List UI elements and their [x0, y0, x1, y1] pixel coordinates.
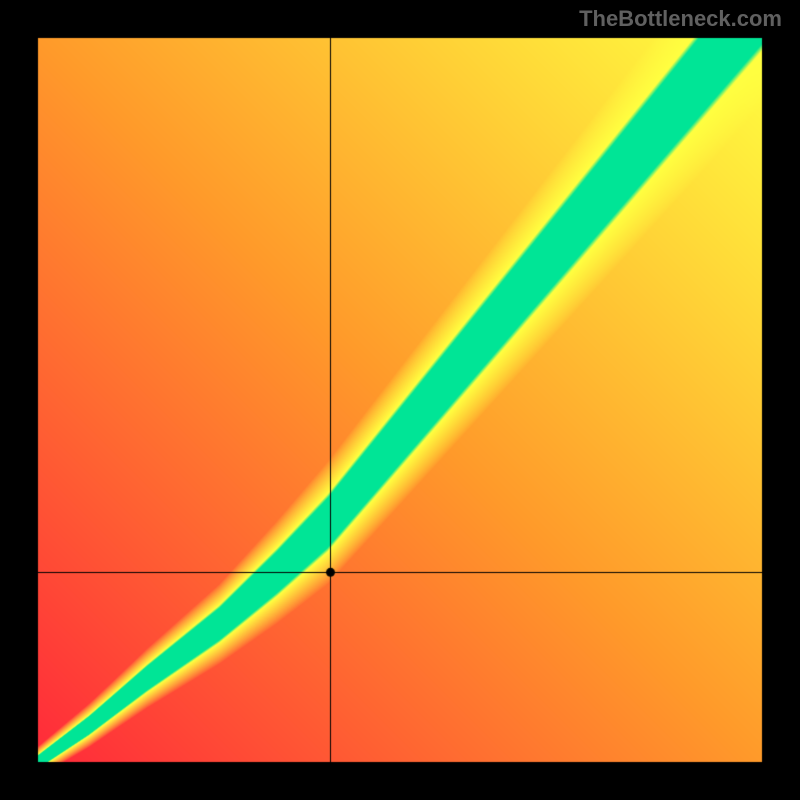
bottleneck-heatmap-canvas: [0, 0, 800, 800]
chart-container: TheBottleneck.com: [0, 0, 800, 800]
